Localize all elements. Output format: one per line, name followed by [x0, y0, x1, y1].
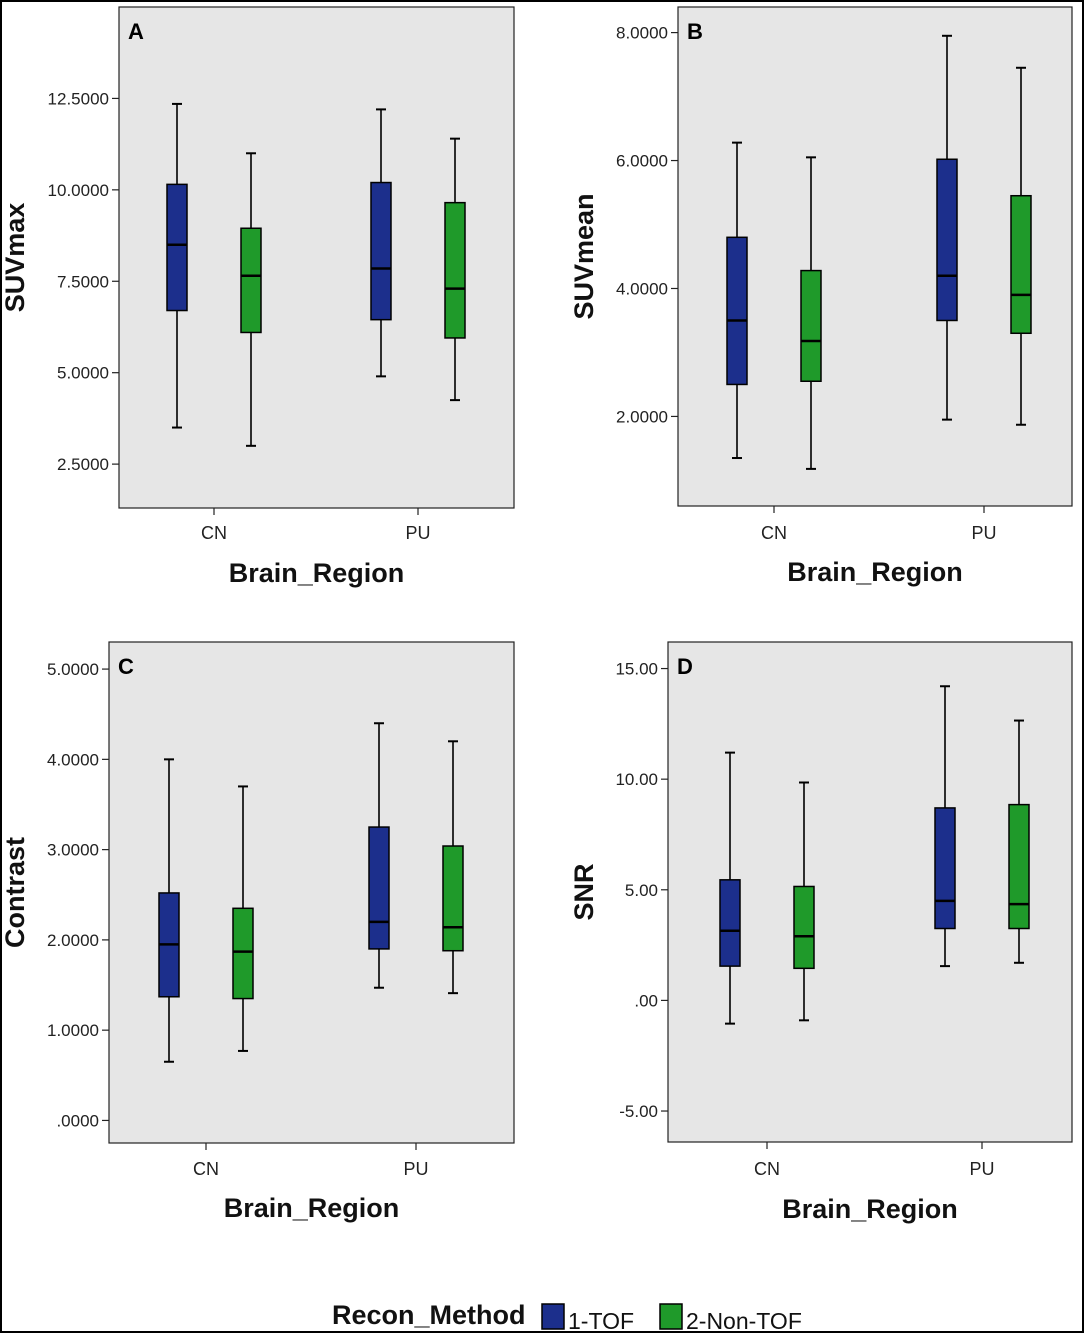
x-axis-title: Brain_Region: [782, 1194, 958, 1224]
y-tick-label: 12.5000: [48, 89, 109, 108]
box-iqr: [370, 181, 392, 321]
box-iqr: [442, 845, 464, 952]
box-iqr: [719, 879, 741, 967]
box-2-non-tof-pu: [1010, 66, 1032, 426]
panel-letter: A: [128, 19, 144, 44]
box-1-tof-cn: [166, 102, 188, 429]
y-tick-label: 2.5000: [57, 455, 109, 474]
panel-d: D -5.00 .00 5.00 10.00 15.00 CN PU Brain_Region S…: [569, 641, 1073, 1224]
box-2-non-tof-pu: [1008, 719, 1030, 964]
panel-a: A 2.5000 5.0000 7.5000 10.0000 12.5000 CN PUBra…: [2, 6, 515, 588]
box-1-tof-cn: [719, 751, 741, 1025]
box-iqr: [936, 158, 958, 322]
x-axis-title: Brain_Region: [224, 1193, 400, 1223]
box-iqr: [232, 907, 254, 1000]
x-axis-title: Brain_Region: [229, 558, 405, 588]
box-2-non-tof-pu: [444, 137, 466, 402]
box-iqr: [240, 227, 262, 334]
y-tick-label: 4.0000: [47, 750, 99, 769]
box-iqr: [1010, 194, 1032, 335]
y-tick-label: .00: [634, 991, 658, 1010]
box-iqr: [166, 183, 188, 312]
panel-letter: C: [118, 654, 134, 679]
y-tick-label: 2.0000: [47, 931, 99, 950]
y-tick-label: 2.0000: [616, 407, 668, 426]
y-tick-label: 1.0000: [47, 1021, 99, 1040]
box-iqr: [726, 236, 748, 386]
legend-label-tof: 1-TOF: [568, 1308, 634, 1334]
x-axis-title: Brain_Region: [787, 557, 963, 587]
box-1-tof-pu: [370, 108, 392, 378]
panel-letter: B: [687, 19, 703, 44]
box-1-tof-pu: [934, 685, 956, 968]
box-1-tof-cn: [726, 141, 748, 460]
y-tick-label: .0000: [56, 1111, 99, 1130]
x-tick-label: PU: [405, 523, 430, 543]
x-tick-label: CN: [193, 1159, 219, 1179]
y-tick-label: 10.0000: [48, 181, 109, 200]
box-1-tof-pu: [368, 722, 390, 989]
box-iqr: [444, 201, 466, 339]
box-1-tof-cn: [158, 758, 180, 1063]
y-tick-label: -5.00: [619, 1102, 658, 1121]
box-iqr: [934, 807, 956, 930]
y-tick-label: 5.0000: [57, 364, 109, 383]
y-tick-label: 4.0000: [616, 279, 668, 298]
y-tick-label: 5.0000: [47, 660, 99, 679]
y-tick-label: 3.0000: [47, 841, 99, 860]
y-tick-label: 7.5000: [57, 272, 109, 291]
x-tick-label: PU: [403, 1159, 428, 1179]
panel-c: C .0000 1.0000 2.0000 3.0000 4.0000 5.0000 CN PU…: [2, 641, 515, 1223]
x-tick-label: CN: [201, 523, 227, 543]
legend-label-non-tof: 2-Non-TOF: [686, 1308, 802, 1334]
box-iqr: [800, 269, 822, 383]
x-tick-label: PU: [969, 1159, 994, 1179]
box-iqr: [793, 885, 815, 970]
y-axis-title: SUVmax: [2, 203, 30, 313]
y-axis-title: Contrast: [2, 837, 30, 948]
x-tick-label: CN: [761, 523, 787, 543]
box-2-non-tof-cn: [793, 781, 815, 1022]
legend: Recon_Method 1-TOF 2-Non-TOF: [332, 1300, 802, 1334]
legend-title: Recon_Method: [332, 1300, 526, 1330]
panel-b: B 2.0000 4.0000 6.0000 8.0000 CN PU Brain_Regio…: [569, 6, 1073, 587]
box-2-non-tof-cn: [240, 152, 262, 447]
y-tick-label: 5.00: [625, 881, 658, 900]
box-iqr: [1008, 803, 1030, 930]
y-axis-title: SUVmean: [569, 193, 599, 319]
box-2-non-tof-cn: [800, 156, 822, 470]
y-tick-label: 6.0000: [616, 152, 668, 171]
x-tick-label: PU: [971, 523, 996, 543]
panel-letter: D: [677, 654, 693, 679]
box-1-tof-pu: [936, 34, 958, 421]
y-tick-label: 8.0000: [616, 24, 668, 43]
y-axis-title: SNR: [569, 863, 599, 920]
y-tick-label: 10.00: [615, 770, 658, 789]
legend-swatch-tof: [541, 1303, 565, 1330]
box-iqr: [368, 826, 390, 950]
x-tick-label: CN: [754, 1159, 780, 1179]
box-2-non-tof-pu: [442, 740, 464, 995]
y-tick-label: 15.00: [615, 660, 658, 679]
legend-swatch-non-tof: [659, 1303, 683, 1330]
box-2-non-tof-cn: [232, 785, 254, 1052]
